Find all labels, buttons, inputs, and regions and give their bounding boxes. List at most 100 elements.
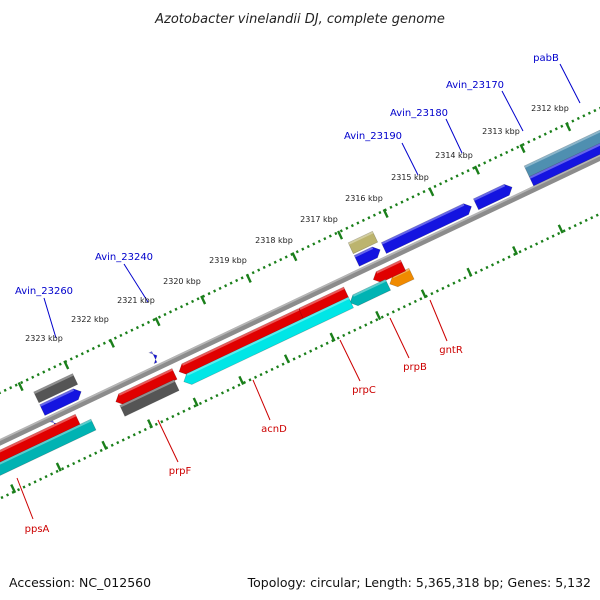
ruler-dot bbox=[179, 305, 184, 309]
ruler-dot bbox=[472, 166, 476, 170]
ruler-dot bbox=[430, 292, 434, 296]
gene-arrow-avin23170-highlight bbox=[473, 184, 506, 201]
label-leader-line bbox=[501, 90, 524, 132]
gene-arrow-avin23250 bbox=[39, 388, 82, 416]
ruler-dot bbox=[375, 318, 379, 322]
ruler-dot bbox=[295, 250, 299, 254]
ruler-dot bbox=[535, 242, 539, 246]
label-leader-line bbox=[429, 299, 448, 342]
ruler-labels: 2312 kbp 2313 kbp 2314 kbp 2315 kbp 2316… bbox=[25, 104, 569, 343]
ruler-dot bbox=[369, 320, 373, 324]
ruler-dot bbox=[165, 417, 169, 421]
ruler-dot bbox=[113, 336, 117, 340]
ruler-dot bbox=[301, 247, 305, 251]
ruler-dot bbox=[356, 221, 360, 225]
ruler-dot bbox=[196, 297, 200, 301]
ruler-dot bbox=[284, 255, 288, 259]
ruler-dot bbox=[207, 291, 211, 296]
backbone-highlight bbox=[0, 154, 600, 442]
ruler-dot bbox=[290, 252, 294, 256]
ruler-dot bbox=[61, 467, 65, 471]
ruler-dot bbox=[279, 258, 283, 262]
ruler-dot bbox=[157, 315, 162, 319]
label-leader-line bbox=[401, 142, 419, 176]
ruler-dot bbox=[257, 268, 261, 272]
ruler-major-tick bbox=[17, 382, 24, 392]
ruler-dot bbox=[168, 310, 173, 314]
gene-arrow-avin23200 bbox=[347, 230, 379, 255]
ruler-dot bbox=[505, 150, 509, 155]
label-leader-line bbox=[445, 118, 463, 154]
ruler-dot bbox=[9, 386, 13, 390]
ruler-major-tick bbox=[382, 208, 389, 219]
ruler-minor-tick bbox=[375, 310, 382, 321]
ruler-dot bbox=[466, 169, 470, 173]
gene-arrow-prpF-highlight bbox=[118, 368, 173, 396]
gene-arrow-gntR bbox=[389, 267, 415, 288]
ruler-dot bbox=[99, 448, 103, 453]
ruler-label: 2315 kbp bbox=[391, 173, 429, 182]
ruler-dot bbox=[218, 286, 222, 290]
ruler-dot bbox=[529, 244, 533, 249]
gene-arrow-acnD bbox=[178, 308, 304, 375]
ruler-dot bbox=[513, 252, 517, 256]
ruler-dot bbox=[494, 156, 498, 160]
ruler-dot bbox=[50, 472, 54, 476]
gene-arrow-avin23190 bbox=[353, 246, 381, 267]
ruler-dot bbox=[328, 234, 332, 238]
gene-arrow-avin23190-highlight bbox=[354, 246, 374, 258]
ruler-dot bbox=[116, 441, 120, 445]
ruler-dot bbox=[325, 341, 329, 345]
ruler-dot bbox=[560, 124, 564, 128]
ruler-minor-tick bbox=[466, 267, 473, 277]
ruler-major-tick bbox=[337, 230, 344, 240]
ruler-dot bbox=[47, 367, 51, 372]
ruler-dot bbox=[416, 192, 421, 196]
ruler-dot bbox=[127, 435, 131, 440]
ruler-dot bbox=[446, 284, 450, 288]
ruler-dot bbox=[499, 153, 503, 157]
gene-arrow-pabB-cds bbox=[528, 142, 600, 187]
ruler-dot bbox=[224, 284, 228, 288]
gene-arrow-ppsA-2 bbox=[0, 418, 97, 476]
ruler-dot bbox=[209, 396, 213, 400]
label-leader-line bbox=[559, 63, 581, 104]
ruler-label: 2312 kbp bbox=[531, 104, 569, 113]
ruler-dot bbox=[185, 302, 189, 306]
ruler-major-tick bbox=[245, 273, 252, 283]
gene-arrow-prpB-2-highlight bbox=[352, 279, 387, 297]
ruler-dot bbox=[204, 399, 208, 403]
ruler-dot bbox=[320, 344, 324, 348]
ruler-label: 2313 kbp bbox=[482, 127, 520, 136]
ruler-minor-tick bbox=[55, 462, 62, 472]
ruler-dot bbox=[132, 433, 136, 437]
ruler-dot bbox=[444, 179, 448, 183]
backbone bbox=[0, 154, 600, 446]
ruler-dot bbox=[336, 336, 340, 340]
ruler-dot bbox=[312, 242, 316, 246]
ruler-dot bbox=[424, 294, 428, 298]
ruler-minor-tick bbox=[557, 224, 564, 234]
ruler-dot bbox=[593, 108, 597, 113]
ruler-dot bbox=[339, 229, 343, 233]
reverse-gene-labels: gntR prpB prpC acnD prpF ppsA bbox=[25, 345, 463, 535]
ruler-dot bbox=[160, 420, 164, 424]
label-leader-line bbox=[123, 263, 149, 303]
ruler-minor-tick bbox=[10, 484, 17, 494]
gene-label: prpB bbox=[403, 362, 427, 373]
ruler-dot bbox=[457, 278, 461, 283]
ruler-dot bbox=[215, 393, 219, 398]
ruler-dot bbox=[265, 370, 269, 374]
gene-arrow-prpB bbox=[372, 259, 407, 283]
ruler-dot bbox=[582, 114, 586, 118]
ruler-dot bbox=[110, 443, 114, 447]
ruler-dot bbox=[364, 323, 368, 327]
ruler-dot bbox=[55, 469, 59, 473]
ruler-dot bbox=[83, 456, 87, 460]
ruler-dot bbox=[557, 231, 561, 236]
ruler-dot bbox=[386, 312, 390, 317]
ruler-dot bbox=[490, 263, 495, 267]
ruler-dot bbox=[298, 354, 302, 358]
ruler-dot bbox=[14, 383, 18, 387]
